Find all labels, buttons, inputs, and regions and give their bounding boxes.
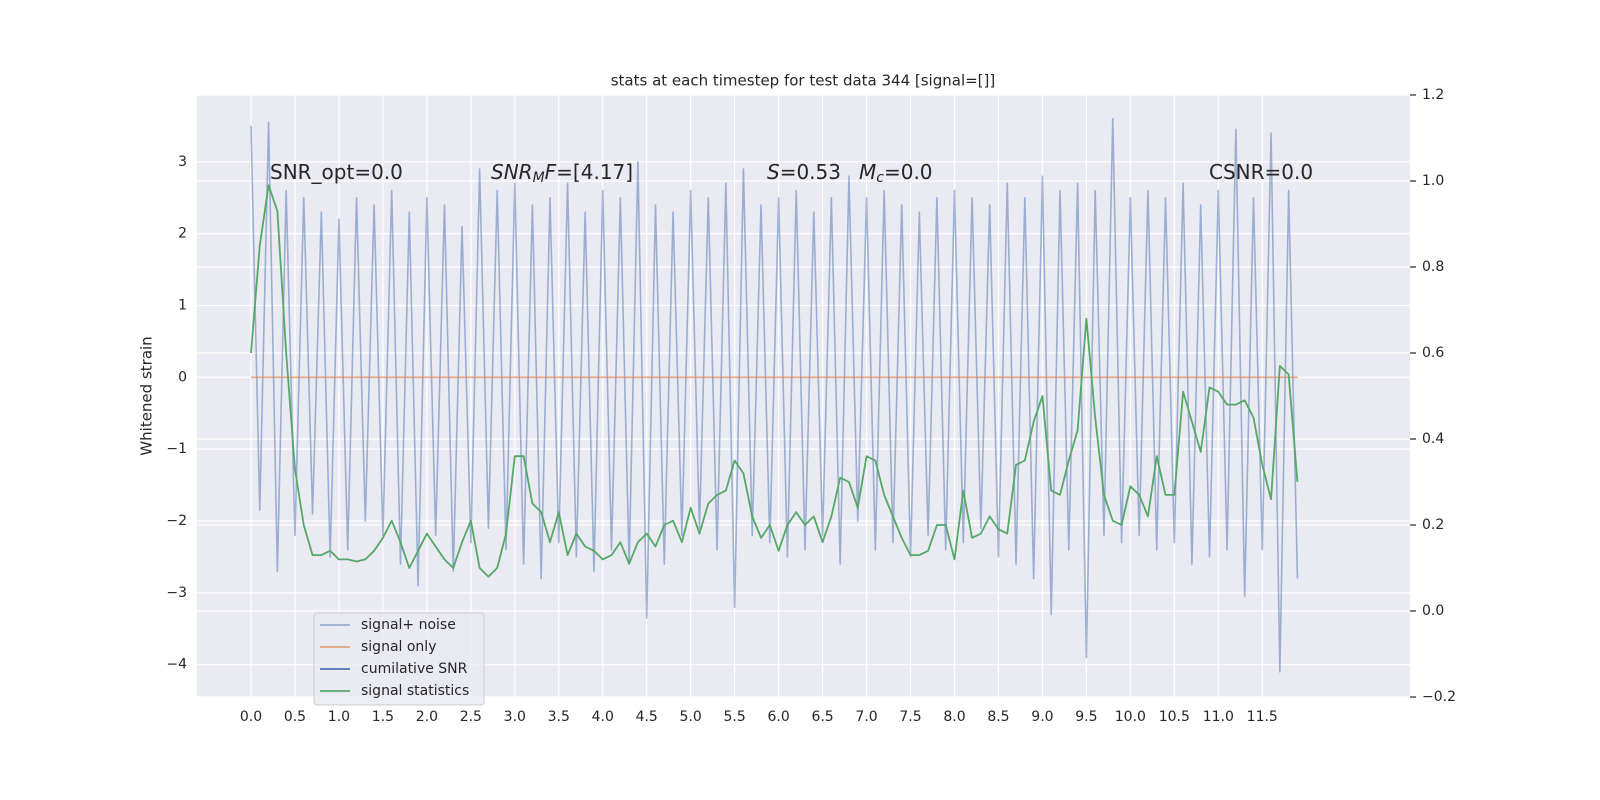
y2-tick-label: 0.6 [1422, 345, 1444, 361]
x-tick-label: 5.0 [680, 709, 702, 725]
x-tick-label: 8.5 [987, 709, 1009, 725]
annotation-part: CSNR=0.0 [1209, 160, 1313, 184]
x-tick-label: 3.0 [504, 709, 526, 725]
x-tick-label: 4.5 [636, 709, 658, 725]
annotation: SNRMF=[4.17] [491, 160, 633, 187]
annotation: CSNR=0.0 [1209, 160, 1313, 184]
y2-tick-label: 0.4 [1422, 431, 1444, 447]
legend-label: cumilative SNR [361, 661, 468, 677]
y-tick-label: 1 [178, 297, 187, 313]
annotation-part: =0.53 [780, 160, 841, 184]
legend: signal+ noise signal only cumilative SNR si… [313, 612, 485, 706]
annotation-part: =0.0 [884, 160, 933, 184]
x-tick-label: 1.5 [372, 709, 394, 725]
x-tick-label: 8.0 [943, 709, 965, 725]
annotation-part: M [859, 160, 876, 184]
x-tick-label: 5.5 [724, 709, 746, 725]
x-tick-label: 1.0 [328, 709, 350, 725]
legend-label: signal statistics [361, 683, 469, 699]
y2-tick-label: 1.0 [1422, 173, 1444, 189]
y-tick-label: 2 [178, 226, 187, 242]
y-tick-label: 3 [178, 154, 187, 170]
x-tick-label: 9.0 [1031, 709, 1053, 725]
x-tick-label: 4.0 [592, 709, 614, 725]
legend-frame [313, 612, 485, 706]
legend-label: signal+ noise [361, 617, 456, 633]
x-tick-label: 3.5 [548, 709, 570, 725]
y2-tick-label: −0.2 [1422, 689, 1456, 705]
series-line [250, 184, 1299, 578]
x-tick-label: 2.0 [416, 709, 438, 725]
y2-tick-label: 1.2 [1422, 87, 1444, 103]
y-tick-label: −1 [166, 441, 187, 457]
x-tick-label: 10.0 [1115, 709, 1146, 725]
annotation-part: c [876, 170, 884, 186]
annotation: SNR_opt=0.0 [270, 160, 403, 184]
x-tick-label: 9.5 [1075, 709, 1097, 725]
x-tick-label: 0.5 [284, 709, 306, 725]
x-tick-label: 6.5 [811, 709, 833, 725]
x-tick-label: 11.5 [1247, 709, 1278, 725]
annotation-part: F [545, 160, 557, 184]
x-tick-label: 2.5 [460, 709, 482, 725]
series-line [250, 117, 1299, 673]
annotation-part: S [767, 160, 780, 184]
annotation-part: SNR [491, 160, 533, 184]
annotation: Mc=0.0 [859, 160, 933, 187]
y-tick-label: −2 [166, 513, 187, 529]
annotation-part: =[4.17] [556, 160, 633, 184]
annotation-part: M [533, 170, 545, 186]
y-tick-label: 0 [178, 369, 187, 385]
x-tick-label: 11.0 [1203, 709, 1234, 725]
y-tick-label: −3 [166, 585, 187, 601]
x-tick-label: 0.0 [240, 709, 262, 725]
y-axis-label: Whitened strain [138, 336, 156, 455]
legend-label: signal only [361, 639, 436, 655]
x-tick-label: 7.0 [855, 709, 877, 725]
y2-tick-label: 0.0 [1422, 603, 1444, 619]
y2-tick-label: 0.2 [1422, 517, 1444, 533]
y2-tick-label: 0.8 [1422, 259, 1444, 275]
x-tick-label: 7.5 [899, 709, 921, 725]
y-tick-label: −4 [166, 657, 187, 673]
x-tick-label: 6.0 [767, 709, 789, 725]
x-tick-label: 10.5 [1159, 709, 1190, 725]
annotation-part: SNR_opt=0.0 [270, 160, 403, 184]
chart-title: stats at each timestep for test data 344… [611, 72, 996, 90]
annotation: S=0.53 [767, 160, 841, 184]
